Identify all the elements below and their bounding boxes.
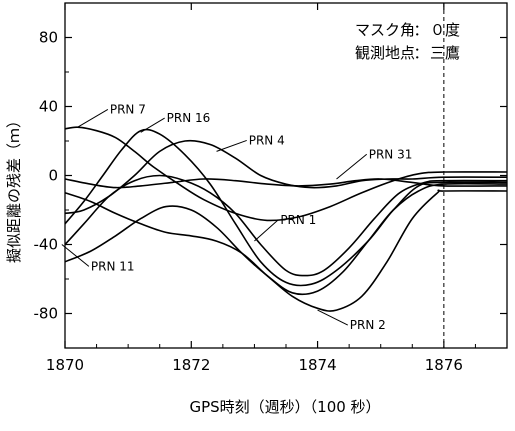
annotation-sep: ： <box>413 21 428 39</box>
x-tick-label: 1870 <box>46 356 84 374</box>
series-leader-prn-4 <box>216 139 247 152</box>
series-label-prn-11: PRN 11 <box>91 259 135 273</box>
series-label-prn-7: PRN 7 <box>110 102 146 116</box>
annotation-key: 観測地点 <box>355 44 415 62</box>
series-label-prn-2: PRN 2 <box>350 318 386 332</box>
series-leader-prn-1 <box>254 219 279 242</box>
y-axis-label: 擬似距離の残差（ｍ） <box>5 113 23 263</box>
x-tick-label: 1872 <box>172 356 210 374</box>
x-tick-label: 1876 <box>425 356 463 374</box>
series-curves <box>64 126 508 312</box>
x-tick-label: 1874 <box>298 356 336 374</box>
series-leader-prn-16 <box>140 117 165 133</box>
annotation-value: 三鷹 <box>430 44 460 62</box>
series-line-prn-4 <box>64 139 508 215</box>
series-leader-prn-7 <box>77 108 109 128</box>
axes: 1870 1872 1874 1876 80 40 0 -40 -80 <box>34 2 508 374</box>
annotation-value: ０度 <box>430 21 460 39</box>
y-tick-label: -40 <box>34 236 59 254</box>
y-tick-label: 80 <box>39 29 58 47</box>
series-label-prn-31: PRN 31 <box>369 147 413 161</box>
y-tick-label: -80 <box>34 305 59 323</box>
series-line-prn-1 <box>64 174 508 277</box>
series-line-prn-2 <box>64 189 508 312</box>
annotation-sep: ： <box>413 44 428 62</box>
y-tick-label: 0 <box>48 167 58 185</box>
series-leader-prn-2 <box>317 309 348 326</box>
series-leader-prn-31 <box>336 153 368 180</box>
annotation-key: マスク角 <box>355 21 415 39</box>
y-tick-label: 40 <box>39 98 58 116</box>
series-labels: PRN 7 PRN 16 PRN 4 PRN 31 PRN 1 PRN 11 PRN 2 <box>61 102 413 332</box>
series-label-prn-16: PRN 16 <box>167 111 211 125</box>
x-axis-label: GPS時刻（週秒）（100 秒） <box>189 398 380 416</box>
series-leader-prn-11 <box>61 244 90 267</box>
series-label-prn-1: PRN 1 <box>280 213 316 227</box>
series-label-prn-4: PRN 4 <box>249 133 285 147</box>
series-line-prn-31 <box>64 178 508 189</box>
